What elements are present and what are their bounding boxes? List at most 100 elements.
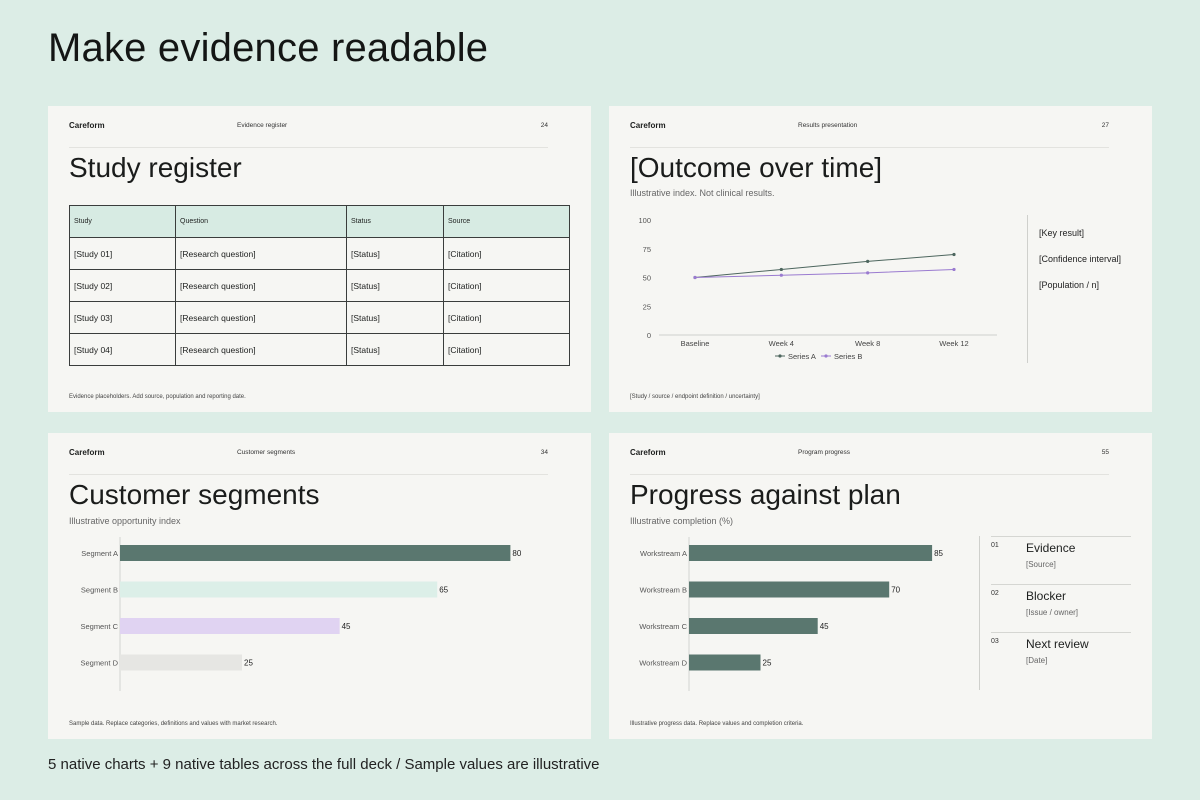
bar [689, 581, 890, 598]
slide-outcome-over-time[interactable]: Careform Results presentation 27 [Outcom… [609, 106, 1152, 412]
bar-value-label: 45 [342, 622, 351, 631]
y-tick-label: 0 [647, 331, 651, 340]
series-line [694, 254, 955, 278]
slide-subtitle: Illustrative index. Not clinical results… [630, 188, 775, 198]
slide-footnote: Sample data. Replace categories, definit… [69, 721, 278, 727]
category-label: Segment C [80, 622, 118, 631]
x-tick-label: Baseline [681, 339, 710, 348]
table-cell: [Citation] [443, 269, 570, 302]
section-label: Customer segments [237, 449, 296, 456]
data-point [866, 259, 870, 263]
y-tick-label: 75 [643, 245, 651, 254]
category-label: Workstream D [639, 659, 687, 668]
brand-name: Careform [69, 448, 105, 457]
key-result-label: [Key result] [1039, 228, 1085, 238]
y-tick-label: 25 [643, 302, 651, 311]
brand-name: Careform [69, 121, 105, 130]
slide-footnote: Evidence placeholders. Add source, popul… [69, 394, 246, 400]
study-register-table: Study Question Status Source [Study 01] … [69, 205, 570, 366]
data-point [693, 275, 697, 280]
y-tick-label: 100 [638, 216, 651, 225]
page-headline: Make evidence readable [48, 26, 489, 70]
slide-header: Careform Program progress 55 [630, 448, 1109, 475]
panel-item-detail: [Source] [1026, 560, 1056, 569]
table-row: [Study 03] [Research question] [Status] … [69, 301, 570, 334]
table-cell: [Research question] [175, 269, 347, 302]
table-cell: [Status] [346, 301, 444, 334]
table-cell: [Status] [346, 237, 444, 270]
data-point [779, 273, 783, 277]
category-label: Workstream C [639, 622, 687, 631]
panel-item-detail: [Issue / owner] [1026, 608, 1079, 617]
bar-value-label: 85 [934, 549, 943, 558]
slide-title: Study register [69, 152, 242, 183]
slide-footnote: Illustrative progress data. Replace valu… [630, 721, 804, 727]
side-divider [1027, 215, 1028, 363]
brand-name: Careform [630, 121, 666, 130]
section-label: Results presentation [798, 122, 858, 129]
legend-label: Series B [834, 352, 862, 361]
slide-header: Careform Customer segments 34 [69, 448, 548, 475]
segment-bar-chart: Segment A 80 Segment B 65 Segment C 45 Segment… [80, 537, 522, 691]
line-chart: 100 75 50 25 0 Baseline Week 4 Week 8 Week 12 Ser… [638, 216, 997, 361]
bar [120, 618, 340, 634]
table-cell: [Research question] [175, 301, 347, 334]
bar-value-label: 80 [512, 549, 521, 558]
x-tick-label: Week 4 [769, 339, 794, 348]
legend-marker [778, 354, 782, 358]
series-line [694, 268, 955, 278]
slide-progress-against-plan[interactable]: Careform Program progress 55 Progress ag… [609, 433, 1152, 739]
data-point [952, 267, 956, 272]
page-number: 55 [1101, 449, 1109, 456]
panel-item-next-review: 03 Next review [Date] [991, 632, 1131, 680]
category-label: Segment B [81, 586, 118, 595]
bar [689, 654, 761, 671]
y-tick-label: 50 [643, 274, 651, 283]
panel-item-label: Next review [1026, 637, 1089, 651]
column-header: Question [175, 205, 347, 238]
bar [120, 654, 242, 671]
footer-note: 5 native charts + 9 native tables across… [48, 756, 600, 773]
column-header: Source [443, 205, 570, 238]
panel-item-number: 02 [991, 590, 999, 597]
population-label: [Population / n] [1039, 280, 1100, 290]
bar-value-label: 70 [891, 586, 900, 595]
slide-header: Careform Evidence register 24 [69, 121, 548, 148]
x-tick-label: Week 12 [939, 339, 968, 348]
panel-rule [991, 584, 1131, 585]
bar-value-label: 45 [820, 622, 829, 631]
data-point [779, 267, 783, 272]
bar [689, 618, 818, 634]
page-number: 34 [540, 449, 548, 456]
slide-header: Careform Results presentation 27 [630, 121, 1109, 148]
panel-item-evidence: 01 Evidence [Source] [991, 536, 1131, 584]
slide-subtitle: Illustrative opportunity index [69, 516, 181, 526]
column-header: Study [69, 205, 176, 238]
table-cell: [Study 04] [69, 333, 176, 366]
panel-item-label: Evidence [1026, 541, 1076, 555]
category-label: Segment D [80, 659, 118, 668]
bar-value-label: 25 [244, 659, 253, 668]
table-cell: [Study 03] [69, 301, 176, 334]
category-label: Workstream B [640, 586, 687, 595]
table-cell: [Study 01] [69, 237, 176, 270]
slide-customer-segments[interactable]: Careform Customer segments 34 Customer s… [48, 433, 591, 739]
panel-item-detail: [Date] [1026, 656, 1048, 665]
table-cell: [Status] [346, 333, 444, 366]
panel-item-blocker: 02 Blocker [Issue / owner] [991, 584, 1131, 632]
column-header: Status [346, 205, 444, 238]
slide-title: [Outcome over time] [630, 152, 883, 183]
table-cell: [Citation] [443, 237, 570, 270]
data-point [866, 271, 870, 275]
data-point [952, 252, 956, 257]
table-cell: [Research question] [175, 237, 347, 270]
slide-study-register[interactable]: Careform Evidence register 24 Study regi… [48, 106, 591, 412]
table-row: [Study 04] [Research question] [Status] … [69, 333, 570, 366]
table-cell: [Status] [346, 269, 444, 302]
slide-footnote: [Study / source / endpoint definition / … [630, 394, 760, 400]
bar [689, 545, 933, 561]
panel-item-number: 03 [991, 638, 999, 645]
table-header-row: Study Question Status Source [69, 205, 570, 238]
category-label: Segment A [81, 549, 118, 558]
panel-divider [979, 536, 980, 690]
